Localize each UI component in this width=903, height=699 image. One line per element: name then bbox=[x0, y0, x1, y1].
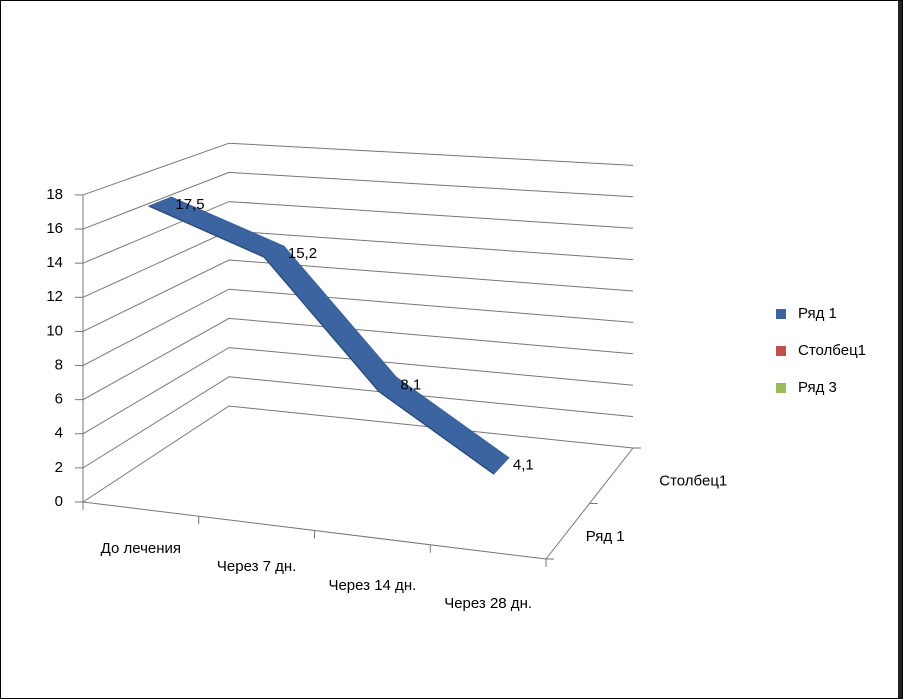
legend-label: Ряд 3 bbox=[798, 379, 837, 396]
y-tick-label: 6 bbox=[55, 391, 63, 408]
legend-swatch bbox=[776, 309, 786, 319]
data-label: 4,1 bbox=[513, 457, 534, 474]
grid-line bbox=[82, 171, 634, 230]
x-tick-label: Через 14 дн. bbox=[328, 576, 417, 594]
data-label: 17,5 bbox=[175, 196, 204, 213]
y-tick-label: 8 bbox=[55, 356, 63, 373]
grid-line bbox=[82, 259, 634, 332]
y-tick-label: 14 bbox=[46, 254, 63, 271]
y-tick-label: 0 bbox=[55, 493, 63, 510]
grid-line bbox=[82, 405, 634, 503]
y-tick-label: 10 bbox=[46, 322, 63, 339]
grid-line bbox=[82, 142, 634, 196]
data-label: 8,1 bbox=[400, 376, 421, 393]
x-tick-label: До лечения bbox=[100, 540, 182, 558]
grid-line bbox=[82, 288, 634, 366]
grid-line bbox=[82, 230, 634, 298]
ribbon-segment bbox=[378, 376, 510, 475]
z-tick-label: Столбец1 bbox=[659, 473, 727, 490]
grid-line bbox=[82, 347, 634, 435]
x-tick-label: Через 28 дн. bbox=[444, 594, 533, 612]
y-tick-label: 2 bbox=[55, 459, 63, 476]
x-tick-label: Через 7 дн. bbox=[216, 558, 297, 576]
grid-line bbox=[82, 317, 634, 401]
grid-line bbox=[82, 201, 634, 264]
data-label: 15,2 bbox=[288, 245, 317, 262]
grid-line bbox=[82, 376, 634, 469]
y-tick-label: 18 bbox=[46, 186, 63, 203]
y-tick-label: 16 bbox=[46, 220, 63, 237]
y-tick-label: 4 bbox=[55, 425, 63, 442]
legend-swatch bbox=[776, 383, 786, 393]
y-tick-label: 12 bbox=[46, 288, 63, 305]
legend-swatch bbox=[776, 346, 786, 356]
z-tick-label: Ряд 1 bbox=[586, 528, 625, 545]
ribbon-edge bbox=[148, 205, 495, 475]
legend-label: Ряд 1 bbox=[798, 305, 837, 322]
legend-label: Столбец1 bbox=[798, 342, 866, 359]
